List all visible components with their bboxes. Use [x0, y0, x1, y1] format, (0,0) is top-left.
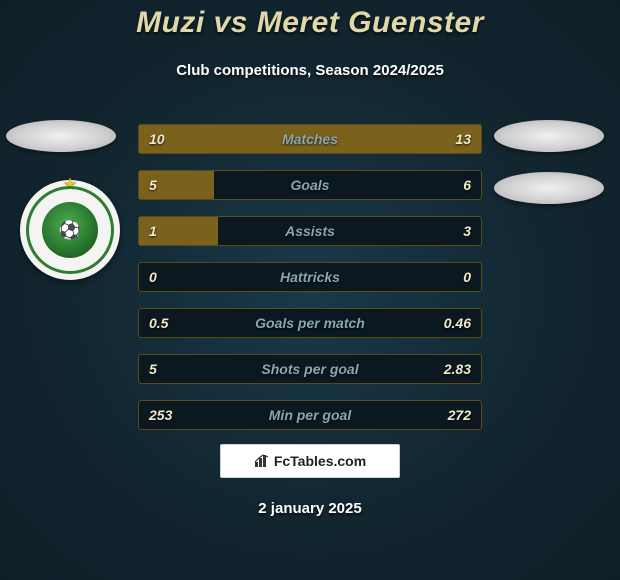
page-title: Muzi vs Meret Guenster — [0, 6, 620, 40]
stat-label: Shots per goal — [139, 355, 481, 383]
attribution-text: FcTables.com — [274, 453, 366, 469]
player-right-club-placeholder — [494, 172, 604, 204]
attribution-badge[interactable]: FcTables.com — [220, 444, 400, 478]
stat-label: Goals — [139, 171, 481, 199]
stat-value-right: 0.46 — [444, 309, 471, 337]
player-left-avatar-placeholder — [6, 120, 116, 152]
stat-label: Min per goal — [139, 401, 481, 429]
stat-value-right: 2.83 — [444, 355, 471, 383]
stat-label: Matches — [139, 125, 481, 153]
stat-bars: 10Matches13 5Goals6 1Assists3 0Hattricks0 0.… — [138, 124, 482, 446]
stat-value-right: 6 — [463, 171, 471, 199]
snapshot-date: 2 january 2025 — [0, 500, 620, 517]
stat-row: 0Hattricks0 — [138, 262, 482, 292]
comparison-card: Muzi vs Meret Guenster Club competitions… — [0, 0, 620, 580]
stat-row: 0.5Goals per match0.46 — [138, 308, 482, 338]
stat-value-right: 0 — [463, 263, 471, 291]
stat-row: 1Assists3 — [138, 216, 482, 246]
season-subtitle: Club competitions, Season 2024/2025 — [0, 62, 620, 79]
stat-value-right: 13 — [455, 125, 471, 153]
stat-label: Assists — [139, 217, 481, 245]
soccer-ball-icon: ⚽ — [42, 202, 98, 258]
stat-row: 5Goals6 — [138, 170, 482, 200]
stat-value-right: 272 — [448, 401, 471, 429]
stat-value-right: 3 — [463, 217, 471, 245]
chart-bars-icon — [254, 454, 270, 468]
stat-row: 10Matches13 — [138, 124, 482, 154]
stat-label: Hattricks — [139, 263, 481, 291]
stat-label: Goals per match — [139, 309, 481, 337]
player-right-avatar-placeholder — [494, 120, 604, 152]
stat-row: 5Shots per goal2.83 — [138, 354, 482, 384]
player-left-club-logo: ★ ⚽ — [20, 180, 120, 280]
stat-row: 253Min per goal272 — [138, 400, 482, 430]
